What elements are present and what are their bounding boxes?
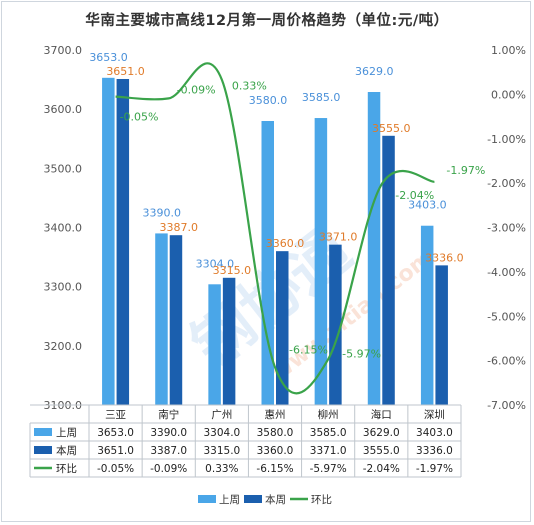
y-right-tick-label: -2.00% [487, 177, 526, 190]
y-right-tick-label: -4.00% [487, 266, 526, 279]
y-left-tick-label: 3300.0 [44, 281, 83, 294]
legend-label: 上周 [219, 494, 240, 506]
chart-title: 华南主要城市高线12月第一周价格趋势（单位:元/吨） [85, 13, 449, 29]
table-cell: -0.09% [150, 463, 187, 475]
data-label-prev: 3629.0 [355, 65, 394, 78]
y-left-tick-label: 3600.0 [44, 103, 83, 116]
data-label-line: -6.15% [289, 343, 328, 356]
y-right-tick-label: 1.00% [491, 44, 526, 57]
table-cell: 3403.0 [416, 427, 453, 439]
data-label-prev: 3390.0 [142, 206, 181, 219]
table-cell: 3390.0 [150, 427, 187, 439]
table-cell: 3315.0 [203, 445, 240, 457]
legend-label: 本周 [265, 493, 286, 506]
data-label-line: -1.97% [446, 164, 485, 177]
y-left-tick-label: 3200.0 [44, 340, 83, 353]
table-category-label: 深圳 [424, 409, 445, 421]
table-cell: -5.97% [310, 463, 347, 475]
y-left-tick-label: 3700.0 [44, 44, 83, 57]
bar-prev [261, 121, 274, 405]
data-label-curr: 3360.0 [266, 237, 305, 250]
table-cell: 0.33% [205, 463, 238, 475]
legend-label: 环比 [311, 493, 332, 506]
table-cell: 3585.0 [310, 427, 347, 439]
data-label-line: 0.33% [232, 80, 267, 93]
data-label-curr: 3651.0 [106, 65, 145, 78]
bar-curr [276, 251, 289, 405]
y-right-tick-label: 0.00% [491, 88, 526, 101]
y-right-tick-label: -1.00% [487, 133, 526, 146]
table-cell: 3629.0 [363, 427, 400, 439]
data-label-prev: 3580.0 [249, 94, 288, 107]
data-label-curr: 3315.0 [213, 264, 252, 277]
y-left-tick-label: 3400.0 [44, 222, 83, 235]
bar-curr [169, 235, 183, 405]
table-cell: -1.97% [416, 463, 453, 475]
data-label-curr: 3336.0 [425, 251, 464, 264]
data-label-line: -0.05% [120, 111, 159, 124]
table-series-name: 环比 [56, 462, 77, 475]
data-label-curr: 3387.0 [159, 221, 198, 234]
table-series-name: 本周 [56, 444, 77, 457]
y-right-tick-label: -5.00% [487, 310, 526, 323]
table-category-label: 南宁 [158, 408, 179, 421]
table-category-label: 惠州 [265, 408, 286, 421]
table-cell: 3387.0 [150, 445, 187, 457]
table-category-label: 三亚 [105, 409, 126, 421]
bar-curr [382, 135, 395, 405]
table-category-label: 广州 [211, 409, 232, 421]
bar-curr [222, 277, 236, 405]
data-label-curr: 3555.0 [372, 122, 411, 135]
bar-curr [435, 265, 448, 405]
bar-curr [329, 244, 342, 405]
table-series-name: 上周 [56, 427, 77, 439]
bar-prev [155, 233, 168, 405]
bar-prev [102, 77, 115, 405]
data-label-curr: 3371.0 [319, 231, 358, 244]
bar-prev [208, 284, 221, 405]
y-left-tick-label: 3500.0 [44, 162, 83, 175]
table-cell: 3371.0 [310, 445, 347, 457]
legend-key [244, 495, 262, 503]
table-cell: -6.15% [256, 463, 293, 475]
y-right-tick-label: -3.00% [487, 222, 526, 235]
table-category-label: 海口 [371, 408, 392, 421]
bar-prev [420, 225, 434, 405]
table-cell: 3336.0 [416, 445, 453, 457]
table-legend-key [34, 446, 52, 454]
table-cell: -2.04% [363, 463, 400, 475]
legend-key [198, 495, 216, 503]
data-label-line: -0.09% [177, 83, 216, 96]
table-cell: 3580.0 [257, 427, 294, 439]
table-cell: 3653.0 [97, 427, 134, 439]
data-label-line: -5.97% [342, 347, 381, 360]
data-label-line: -2.04% [395, 189, 434, 202]
table-cell: 3651.0 [97, 445, 134, 457]
table-cell: 3555.0 [363, 445, 400, 457]
table-cell: -0.05% [97, 463, 134, 475]
data-label-prev: 3653.0 [89, 51, 128, 64]
bar-prev [367, 92, 381, 405]
table-legend-key [34, 428, 52, 436]
y-right-tick-label: -6.00% [487, 355, 526, 368]
bar-prev [314, 118, 328, 406]
bar-curr [116, 78, 130, 405]
data-label-prev: 3304.0 [196, 257, 235, 270]
data-label-prev: 3403.0 [408, 199, 447, 212]
table-cell: 3304.0 [203, 427, 240, 439]
table-cell: 3360.0 [257, 445, 294, 457]
table-category-label: 柳州 [318, 408, 339, 421]
series-line-mom [115, 62, 435, 395]
data-label-prev: 3585.0 [302, 91, 341, 104]
y-right-tick-label: -7.00% [487, 399, 526, 412]
